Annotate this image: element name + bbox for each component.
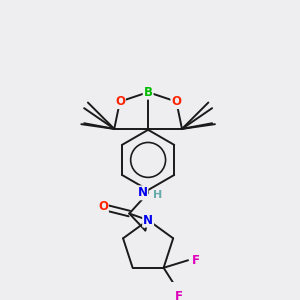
Text: B: B (144, 86, 153, 99)
Text: H: H (153, 190, 162, 200)
Text: O: O (98, 200, 108, 214)
Text: N: N (137, 186, 148, 199)
Text: F: F (192, 254, 200, 267)
Text: F: F (175, 290, 183, 300)
Text: O: O (115, 95, 125, 108)
Text: O: O (171, 95, 181, 108)
Text: N: N (143, 214, 153, 226)
